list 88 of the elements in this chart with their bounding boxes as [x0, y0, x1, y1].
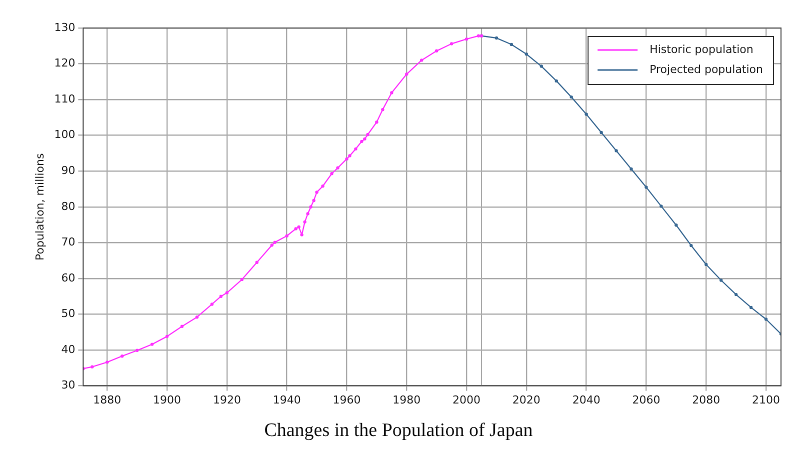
point	[330, 172, 334, 176]
x-tick-label: 2000	[452, 393, 481, 406]
legend-label: Historic population	[650, 42, 754, 56]
point	[219, 294, 223, 298]
point	[584, 112, 588, 116]
point	[240, 278, 244, 282]
point	[210, 302, 214, 306]
point	[90, 365, 94, 368]
point	[315, 190, 318, 194]
x-tick-label: 2080	[692, 393, 720, 406]
x-tick-label: 2100	[752, 393, 780, 406]
x-tick-label: 1880	[93, 393, 122, 406]
point	[306, 212, 310, 216]
point	[180, 324, 184, 328]
point	[570, 95, 573, 99]
point	[150, 342, 154, 346]
point	[120, 354, 124, 358]
y-tick-label: 50	[61, 307, 76, 320]
point	[309, 205, 312, 208]
point	[321, 184, 324, 188]
x-tick-label: 1980	[392, 393, 421, 406]
point	[273, 240, 276, 244]
point	[600, 130, 603, 134]
point	[354, 147, 358, 151]
point	[749, 306, 753, 310]
x-tick-label: 1900	[153, 393, 182, 406]
legend-label: Projected population	[650, 62, 764, 76]
y-tick-label: 100	[54, 128, 76, 142]
x-tick-label: 2060	[632, 393, 660, 406]
point	[464, 37, 468, 41]
point	[540, 64, 544, 68]
y-tick-label: 70	[61, 236, 76, 249]
point	[704, 262, 708, 266]
point	[297, 225, 300, 229]
point	[345, 157, 348, 161]
point	[285, 234, 288, 238]
point	[270, 244, 274, 247]
point	[360, 140, 364, 144]
point	[630, 167, 633, 171]
point	[225, 291, 229, 294]
x-tick-label: 2040	[572, 393, 600, 406]
point	[136, 348, 139, 352]
x-tick-label: 1960	[332, 393, 361, 406]
point	[510, 42, 514, 46]
point	[614, 149, 618, 152]
y-tick-label: 60	[61, 271, 76, 284]
point	[363, 137, 366, 141]
y-tick-label: 30	[61, 378, 76, 392]
point	[300, 233, 304, 236]
point	[348, 154, 352, 158]
point	[336, 166, 340, 170]
point	[366, 133, 370, 136]
y-tick-label: 40	[61, 342, 76, 356]
point	[434, 49, 438, 52]
y-tick-label: 90	[61, 164, 76, 177]
y-tick-label: 120	[54, 56, 76, 70]
point	[690, 244, 693, 248]
point	[644, 186, 648, 189]
y-axis-title: Population, millions	[33, 153, 46, 260]
point	[195, 316, 199, 319]
point	[255, 260, 258, 264]
point	[476, 34, 480, 38]
point	[494, 36, 498, 40]
point	[674, 224, 678, 227]
point	[450, 42, 454, 46]
y-tick-label: 110	[54, 92, 76, 106]
point	[294, 227, 298, 230]
y-tick-label: 130	[54, 20, 76, 34]
x-tick-label: 1920	[212, 393, 241, 406]
point	[106, 360, 109, 364]
point	[405, 72, 408, 76]
point	[720, 278, 723, 282]
point	[303, 220, 306, 224]
y-tick-label: 80	[61, 200, 76, 213]
point	[660, 204, 663, 208]
text: Changes in the Population of Japan	[263, 420, 534, 442]
point	[734, 292, 738, 296]
point	[312, 198, 316, 202]
point	[165, 334, 169, 338]
point	[375, 120, 378, 124]
point	[420, 58, 424, 62]
x-tick-label: 2020	[512, 393, 540, 406]
point	[764, 318, 768, 321]
point	[381, 108, 384, 112]
point	[524, 52, 528, 56]
x-tick-label: 1940	[272, 393, 301, 406]
point	[390, 91, 394, 94]
point	[554, 79, 558, 83]
